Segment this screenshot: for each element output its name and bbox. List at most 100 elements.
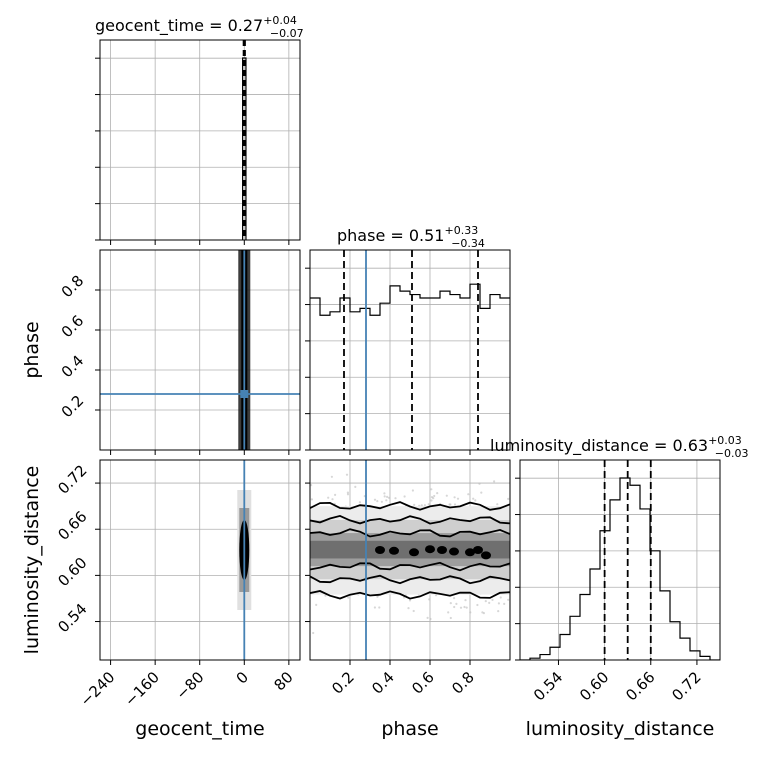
density-peak-5 [449,547,459,556]
scatter-point [378,606,381,609]
scatter-point [497,602,500,605]
ylabel-luminosity-distance: luminosity_distance [21,466,43,655]
scatter-point [428,598,431,601]
scatter-point [376,500,379,503]
scatter-point [373,606,376,609]
scatter-point [497,610,500,613]
scatter-point [383,495,386,498]
contour-line-2 [310,561,510,572]
title-geocent-time-median: 0.27 [228,16,264,35]
panel-luminosity-vs-geocent-time [95,459,301,665]
hist-step-luminosity-distance [520,477,720,660]
title-luminosity-distance-minus: −0.03 [715,447,749,460]
scatter-point [430,488,433,491]
title-phase: phase = 0.51+0.33 −0.34 [337,224,485,250]
density-peak-0 [375,546,385,554]
scatter-point [380,500,383,503]
plot-area-21 [310,460,510,660]
frame-21 [309,459,511,661]
scatter-point [464,599,467,602]
scatter-point [347,596,350,599]
scatter-point [387,496,391,499]
density-peak-2 [409,548,419,557]
title-phase-median: 0.51 [409,226,445,245]
scatter-point [453,503,457,506]
panel-luminosity-hist [515,459,721,665]
density-peak-4 [437,546,447,554]
scatter-point [413,503,416,506]
scatter-point [449,602,452,605]
scatter-point [386,495,389,498]
title-geocent-time: geocent_time = 0.27+0.04 −0.07 [95,14,304,40]
plot-area-20 [100,460,300,660]
contour-line-0 [310,590,510,600]
scatter-point [493,480,496,483]
scatter-point [334,493,337,496]
ylabel-phase: phase [21,321,43,378]
title-geocent-time-plus: +0.04 [263,14,297,27]
scatter-point [507,598,510,601]
scatter-point [488,601,491,605]
contour-line-3 [310,528,510,538]
scatter-point [345,473,349,476]
frame-22 [519,459,721,661]
scatter-point [503,602,506,606]
scatter-point [411,489,414,492]
truth-marker-phase-geocent [240,390,249,398]
scatter-point [429,617,432,621]
scatter-point [310,484,313,487]
plot-area-00 [100,40,300,240]
scatter-point [469,611,472,614]
scatter-point [358,501,361,504]
title-phase-plus: +0.33 [444,224,478,237]
scatter-point [447,611,450,614]
scatter-point [330,475,333,478]
scatter-point [403,495,406,498]
scatter-point [449,616,452,620]
scatter-point [436,492,439,495]
scatter-point [445,494,448,497]
panel-phase-hist [305,249,511,455]
panel-luminosity-vs-phase [305,459,511,665]
scatter-point [385,499,388,502]
scatter-point [474,499,477,502]
scatter-point [324,594,327,597]
scatter-point [496,503,499,506]
scatter-point [480,491,483,494]
title-phase-minus: −0.34 [451,237,485,250]
scatter-point [346,491,349,494]
density-peak-7 [473,546,483,554]
scatter-point [467,493,470,496]
contour-line-1 [310,574,510,585]
plot-area-22 [520,460,720,660]
scatter-point [346,493,350,496]
title-phase-prefix: phase = [337,226,409,245]
title-luminosity-distance-median: 0.63 [672,436,708,455]
density-peak-6 [465,548,475,557]
scatter-point [383,492,386,495]
scatter-point [465,606,468,609]
scatter-point [427,503,430,506]
density-peak-8 [481,551,491,560]
scatter-point [459,606,463,609]
scatter-point [433,494,436,498]
scatter-point [463,605,466,609]
scatter-point [426,616,429,620]
scatter-point [481,611,484,614]
title-luminosity-distance-prefix: luminosity_distance = [490,436,672,456]
scatter-point [408,599,412,602]
title-geocent-time-minus: −0.07 [270,27,304,40]
density-band-3 [310,540,510,559]
density-peak-3 [425,545,435,554]
density-peak-1 [389,546,399,555]
scatter-point [434,594,438,597]
scatter-point [354,485,357,488]
scatter-point [456,497,460,500]
scatter-point [455,602,458,606]
scatter-point [312,631,315,635]
scatter-point [327,496,330,499]
plot-area-11 [310,250,510,450]
xlabel-geocent-time: geocent_time [135,718,264,740]
scatter-point [407,607,410,610]
